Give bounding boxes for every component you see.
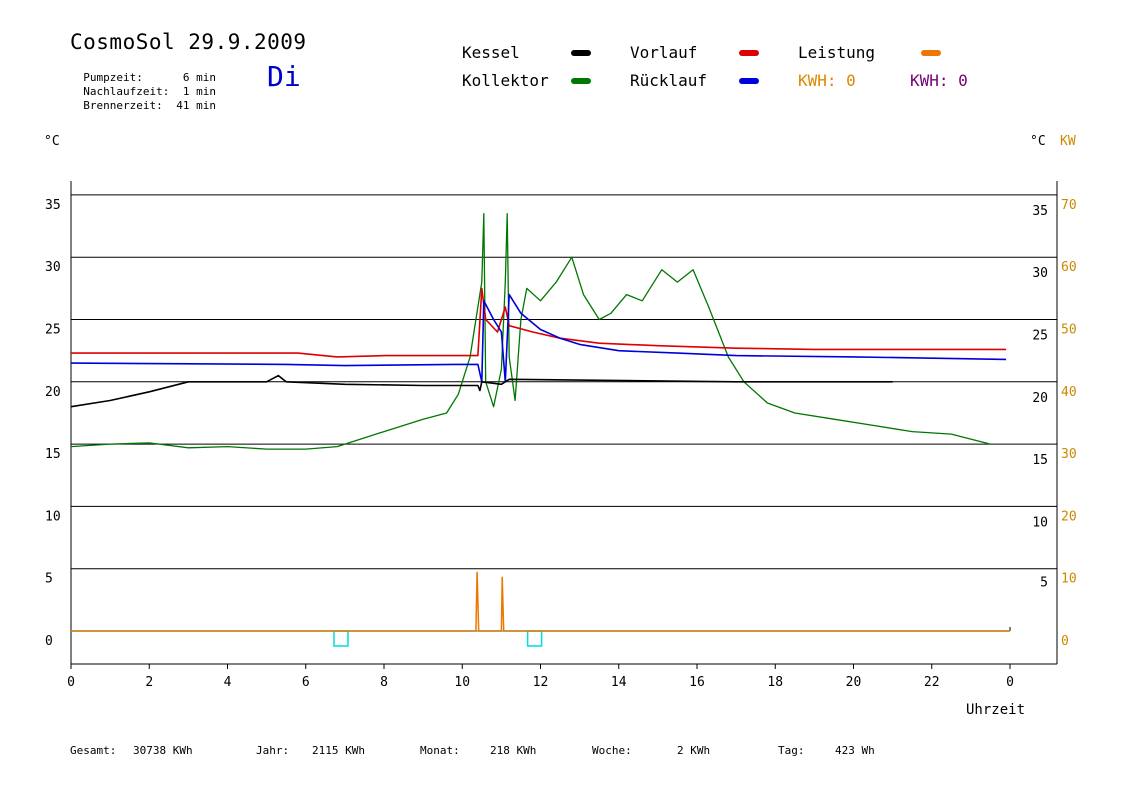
series-leistung — [71, 571, 1010, 632]
info-value: 41 min — [176, 99, 216, 112]
footer-gesamt-label: Gesamt: — [70, 744, 117, 757]
time-marker — [333, 630, 349, 647]
y-tick-label-right-celsius: 10 — [1032, 515, 1048, 530]
info-row-brennerzeit: Brennerzeit: 41 min — [70, 86, 216, 112]
footer-gesamt-value: 30738 KWh — [133, 744, 193, 757]
info-label: Brennerzeit: — [83, 99, 163, 112]
info-label: Pumpzeit: — [83, 71, 143, 84]
y-tick-label-right-celsius: 30 — [1032, 266, 1048, 281]
info-value: 1 min — [182, 85, 216, 98]
series-kollektor — [70, 212, 991, 450]
x-tick-label: 4 — [224, 675, 232, 690]
y-tick-label-left: 30 — [45, 260, 61, 275]
weekday-label: Di — [267, 60, 301, 93]
y-tick-label-left: 5 — [45, 572, 53, 587]
footer-woche-value: 2 KWh — [677, 744, 711, 757]
legend-leistung-label: Leistung — [798, 43, 876, 62]
footer-monat-value: 218 KWh — [490, 744, 537, 757]
y-tick-label-right-kw: 10 — [1061, 572, 1077, 587]
info-row-nachlaufzeit: Nachlaufzeit: 1 min — [70, 72, 216, 98]
y-tick-label-right-kw: 40 — [1061, 385, 1077, 400]
x-axis-label: Uhrzeit — [966, 702, 1026, 718]
y-tick-label-right-kw: 70 — [1061, 198, 1077, 213]
x-tick-label: 18 — [767, 675, 783, 690]
time-marker — [526, 630, 543, 647]
y-tick-label-right-kw: 50 — [1061, 323, 1077, 338]
y-tick-label-left: 0 — [45, 634, 53, 649]
footer-tag-label: Tag: — [778, 744, 805, 757]
right-axis-unit-kw: KW — [1060, 134, 1076, 149]
y-tick-label-right-celsius: 35 — [1032, 204, 1048, 219]
info-value: 6 min — [182, 71, 216, 84]
x-tick-label: 6 — [302, 675, 310, 690]
series-kessel — [70, 374, 893, 408]
legend-vorlauf-swatch — [739, 50, 759, 56]
y-tick-label-right-kw: 60 — [1061, 260, 1077, 275]
right-axis-unit-celsius: °C — [1030, 134, 1046, 149]
y-tick-label-left: 25 — [45, 323, 61, 338]
kwh-counter-1: KWH: 0 — [798, 71, 856, 90]
y-tick-label-right-celsius: 25 — [1032, 329, 1048, 344]
y-tick-label-right-celsius: 5 — [1040, 576, 1048, 591]
legend-leistung-swatch — [921, 50, 941, 56]
x-tick-label: 14 — [611, 675, 627, 690]
x-tick-label: 8 — [380, 675, 388, 690]
legend-kollektor-label: Kollektor — [462, 71, 549, 90]
y-tick-label-left: 10 — [45, 509, 61, 524]
y-tick-label-right-celsius: 20 — [1032, 391, 1048, 406]
y-tick-label-right-kw: 0 — [1061, 634, 1069, 649]
x-tick-label: 16 — [689, 675, 705, 690]
y-tick-label-left: 20 — [45, 385, 61, 400]
chart-title: CosmoSol 29.9.2009 — [70, 30, 307, 54]
legend-vorlauf-label: Vorlauf — [630, 43, 698, 62]
legend-ruecklauf-swatch — [739, 78, 759, 84]
kwh-counter-2: KWH: 0 — [910, 71, 968, 90]
x-tick-label: 10 — [454, 675, 470, 690]
footer-woche-label: Woche: — [592, 744, 632, 757]
x-tick-label: 12 — [533, 675, 549, 690]
x-tick-label: 22 — [924, 675, 940, 690]
info-row-pumpzeit: Pumpzeit: 6 min — [70, 58, 216, 84]
footer-monat-label: Monat: — [420, 744, 460, 757]
y-tick-label-right-kw: 20 — [1061, 509, 1077, 524]
y-tick-label-left: 35 — [45, 198, 61, 213]
x-tick-label: 0 — [1006, 675, 1014, 690]
y-tick-label-right-kw: 30 — [1061, 447, 1077, 462]
footer-jahr-value: 2115 KWh — [312, 744, 365, 757]
x-tick-label: 0 — [67, 675, 75, 690]
info-label: Nachlaufzeit: — [83, 85, 170, 98]
footer-jahr-label: Jahr: — [256, 744, 290, 757]
series-vorlauf — [71, 287, 1007, 358]
footer-tag-value: 423 Wh — [835, 744, 875, 757]
y-tick-label-left: 15 — [45, 447, 61, 462]
legend-kessel-label: Kessel — [462, 43, 520, 62]
left-axis-unit: °C — [44, 134, 60, 149]
legend-ruecklauf-label: Rücklauf — [630, 71, 708, 90]
series-ruecklauf — [70, 293, 1007, 383]
legend-kessel-swatch — [571, 50, 591, 56]
x-tick-label: 20 — [846, 675, 862, 690]
legend-kollektor-swatch — [571, 78, 591, 84]
x-tick-label: 2 — [145, 675, 153, 690]
y-tick-label-right-celsius: 15 — [1032, 453, 1048, 468]
